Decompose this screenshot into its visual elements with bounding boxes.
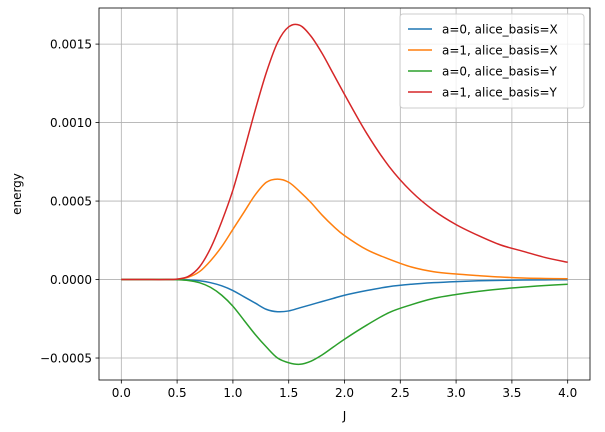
x-tick-label: 3.0 [447,386,466,400]
legend-entry: a=1, alice_basis=X [442,43,558,57]
x-tick-label: 1.5 [279,386,298,400]
y-axis-label: energy [10,173,24,215]
y-tick-label: 0.0010 [50,116,92,130]
series-lines [121,23,568,366]
x-tick-label: 2.5 [391,386,410,400]
x-tick-label: 0.0 [112,386,131,400]
series-line-0 [121,278,568,313]
series-line-3 [121,23,568,281]
legend-entry: a=0, alice_basis=X [442,22,558,36]
x-tick-label: 2.0 [335,386,354,400]
axis-ticks: 0.0 0.5 1.0 1.5 2.0 2.5 3.0 3.5 4.0 −0.0005 0.0000… [40,37,577,400]
y-tick-label: 0.0000 [50,273,92,287]
x-tick-label: 4.0 [558,386,577,400]
y-tick-label: 0.0015 [50,37,92,51]
y-tick-label: 0.0005 [50,194,92,208]
x-axis-label: J [342,409,347,423]
series-line-2 [121,278,568,366]
y-tick-label: −0.0005 [40,351,92,365]
series-line-1 [121,178,568,281]
x-tick-label: 0.5 [168,386,187,400]
legend-box [399,13,585,109]
legend-entry: a=1, alice_basis=Y [442,85,558,99]
legend: a=0, alice_basis=X a=1, alice_basis=X a=0,… [399,13,585,109]
x-tick-label: 3.5 [502,386,521,400]
legend-entry: a=0, alice_basis=Y [442,64,558,78]
x-tick-label: 1.0 [223,386,242,400]
